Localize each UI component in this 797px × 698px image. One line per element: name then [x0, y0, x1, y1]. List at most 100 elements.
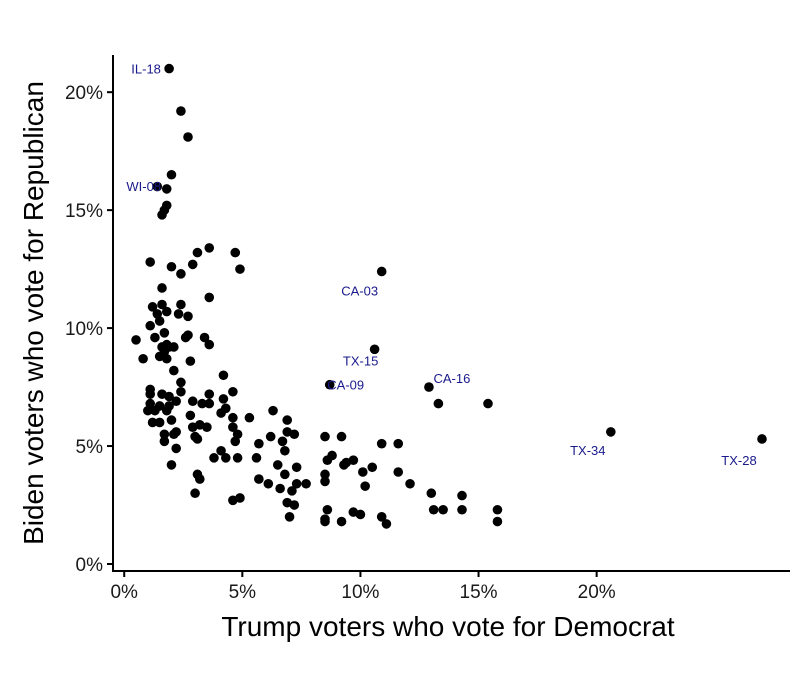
data-point [289, 429, 300, 440]
data-point [176, 106, 186, 116]
data-point [138, 353, 148, 364]
data-point [187, 259, 198, 270]
data-point [173, 309, 184, 319]
data-point [355, 509, 366, 520]
data-point [228, 386, 238, 397]
data-point [282, 415, 293, 425]
data-point [147, 302, 158, 312]
data-point [154, 316, 165, 326]
data-point [228, 495, 238, 506]
x-tick-label: 10% [341, 582, 379, 603]
y-tick-label: 0% [76, 555, 104, 576]
data-point [287, 486, 297, 496]
data-point [433, 398, 444, 409]
data-point [606, 427, 616, 437]
data-point [185, 356, 196, 366]
data-point [143, 405, 153, 416]
data-point [176, 377, 186, 388]
data-point [320, 516, 330, 527]
data-point [339, 460, 349, 470]
data-point [161, 306, 172, 317]
axes: 0% 5% 10% 15% 20% 0% 5% 10% 15% 20% [65, 55, 790, 603]
data-point [209, 453, 219, 463]
data-point [199, 332, 210, 343]
data-point [187, 396, 198, 407]
data-point [426, 488, 437, 499]
data-point [405, 478, 415, 489]
data-point [424, 382, 434, 392]
y-tick-label: 10% [65, 319, 103, 340]
data-point [228, 412, 238, 423]
data-point [157, 210, 167, 220]
data-point [145, 257, 156, 267]
point-label: CA-03 [341, 283, 378, 298]
data-point [145, 389, 156, 399]
data-point [272, 460, 283, 470]
y-tick-label: 20% [65, 83, 103, 104]
data-point [166, 169, 177, 180]
x-tick-label: 20% [578, 582, 616, 603]
data-point [376, 266, 387, 277]
data-point [185, 410, 196, 421]
point-label: TX-28 [721, 453, 756, 468]
data-point [230, 436, 241, 447]
data-point [157, 299, 167, 310]
data-point [265, 431, 276, 442]
y-tick-label: 15% [65, 201, 103, 222]
data-point [176, 386, 186, 397]
data-point [322, 504, 333, 515]
y-axis-title: Biden voters who vote for Republican [18, 81, 49, 545]
annotations-layer: IL-18 WI-08 CA-03 TX-15 CA-09 CA-16 TX-34 TX-28 [126, 62, 756, 468]
data-point [218, 394, 229, 404]
data-point [438, 504, 448, 515]
data-point [166, 415, 177, 425]
data-point [483, 398, 493, 409]
data-point [161, 353, 172, 364]
data-point [230, 247, 241, 258]
data-point [204, 243, 215, 253]
data-point [393, 467, 404, 477]
data-point [145, 320, 156, 331]
data-point [154, 417, 165, 428]
data-point [268, 405, 278, 416]
data-point [336, 431, 347, 442]
data-point [183, 132, 193, 142]
point-label: WI-08 [126, 179, 161, 194]
data-point [251, 453, 262, 463]
data-point [159, 429, 170, 440]
data-point [197, 398, 207, 409]
data-point [131, 335, 141, 345]
y-tick-label: 5% [76, 437, 104, 458]
data-point [289, 500, 300, 510]
data-point [195, 474, 205, 484]
data-point [322, 455, 333, 466]
data-point [220, 453, 231, 463]
data-point [216, 445, 226, 456]
point-label: CA-09 [327, 378, 364, 393]
points-layer [131, 63, 767, 529]
x-tick-label: 5% [229, 582, 257, 603]
data-point [263, 478, 274, 489]
data-point [192, 247, 203, 258]
data-point [235, 264, 245, 274]
point-label: IL-18 [131, 62, 161, 77]
data-point [204, 339, 215, 350]
data-point [164, 63, 174, 74]
data-point [291, 462, 302, 473]
data-point [204, 292, 215, 303]
data-point [284, 512, 295, 522]
data-point [244, 412, 255, 423]
data-point [216, 408, 226, 418]
data-point [169, 365, 179, 376]
data-point [280, 469, 290, 480]
data-point [381, 519, 392, 529]
data-point [176, 299, 186, 310]
data-point [320, 469, 330, 480]
data-point [180, 332, 191, 343]
data-point [360, 481, 370, 491]
data-point [376, 438, 387, 449]
point-label: CA-16 [434, 371, 471, 386]
data-point [457, 504, 467, 515]
data-point [161, 184, 172, 194]
